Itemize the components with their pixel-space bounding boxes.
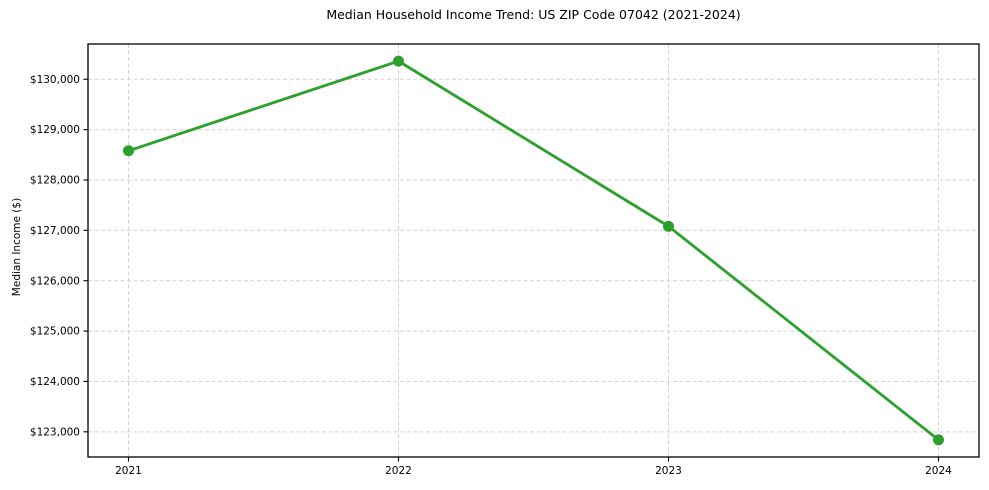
chart-title: Median Household Income Trend: US ZIP Co… — [326, 7, 741, 22]
data-point — [393, 55, 404, 67]
y-tick-label: $130,000 — [30, 74, 80, 86]
plot-frame — [87, 43, 980, 458]
y-tick-label: $128,000 — [30, 175, 80, 187]
x-tick-label: 2022 — [385, 465, 412, 477]
data-point — [123, 145, 134, 157]
y-tick-label: $125,000 — [30, 326, 80, 338]
y-tick-label: $129,000 — [30, 124, 80, 136]
y-tick-label: $127,000 — [30, 225, 80, 237]
data-point — [663, 220, 674, 232]
x-tick-label: 2024 — [925, 465, 952, 477]
y-tick-label: $124,000 — [30, 376, 80, 388]
data-line — [127, 59, 940, 442]
x-tick-label: 2021 — [115, 465, 142, 477]
data-point — [933, 434, 944, 446]
y-tick-label: $126,000 — [30, 275, 80, 287]
x-tick-label: 2023 — [655, 465, 682, 477]
y-tick-label: $123,000 — [30, 426, 80, 438]
